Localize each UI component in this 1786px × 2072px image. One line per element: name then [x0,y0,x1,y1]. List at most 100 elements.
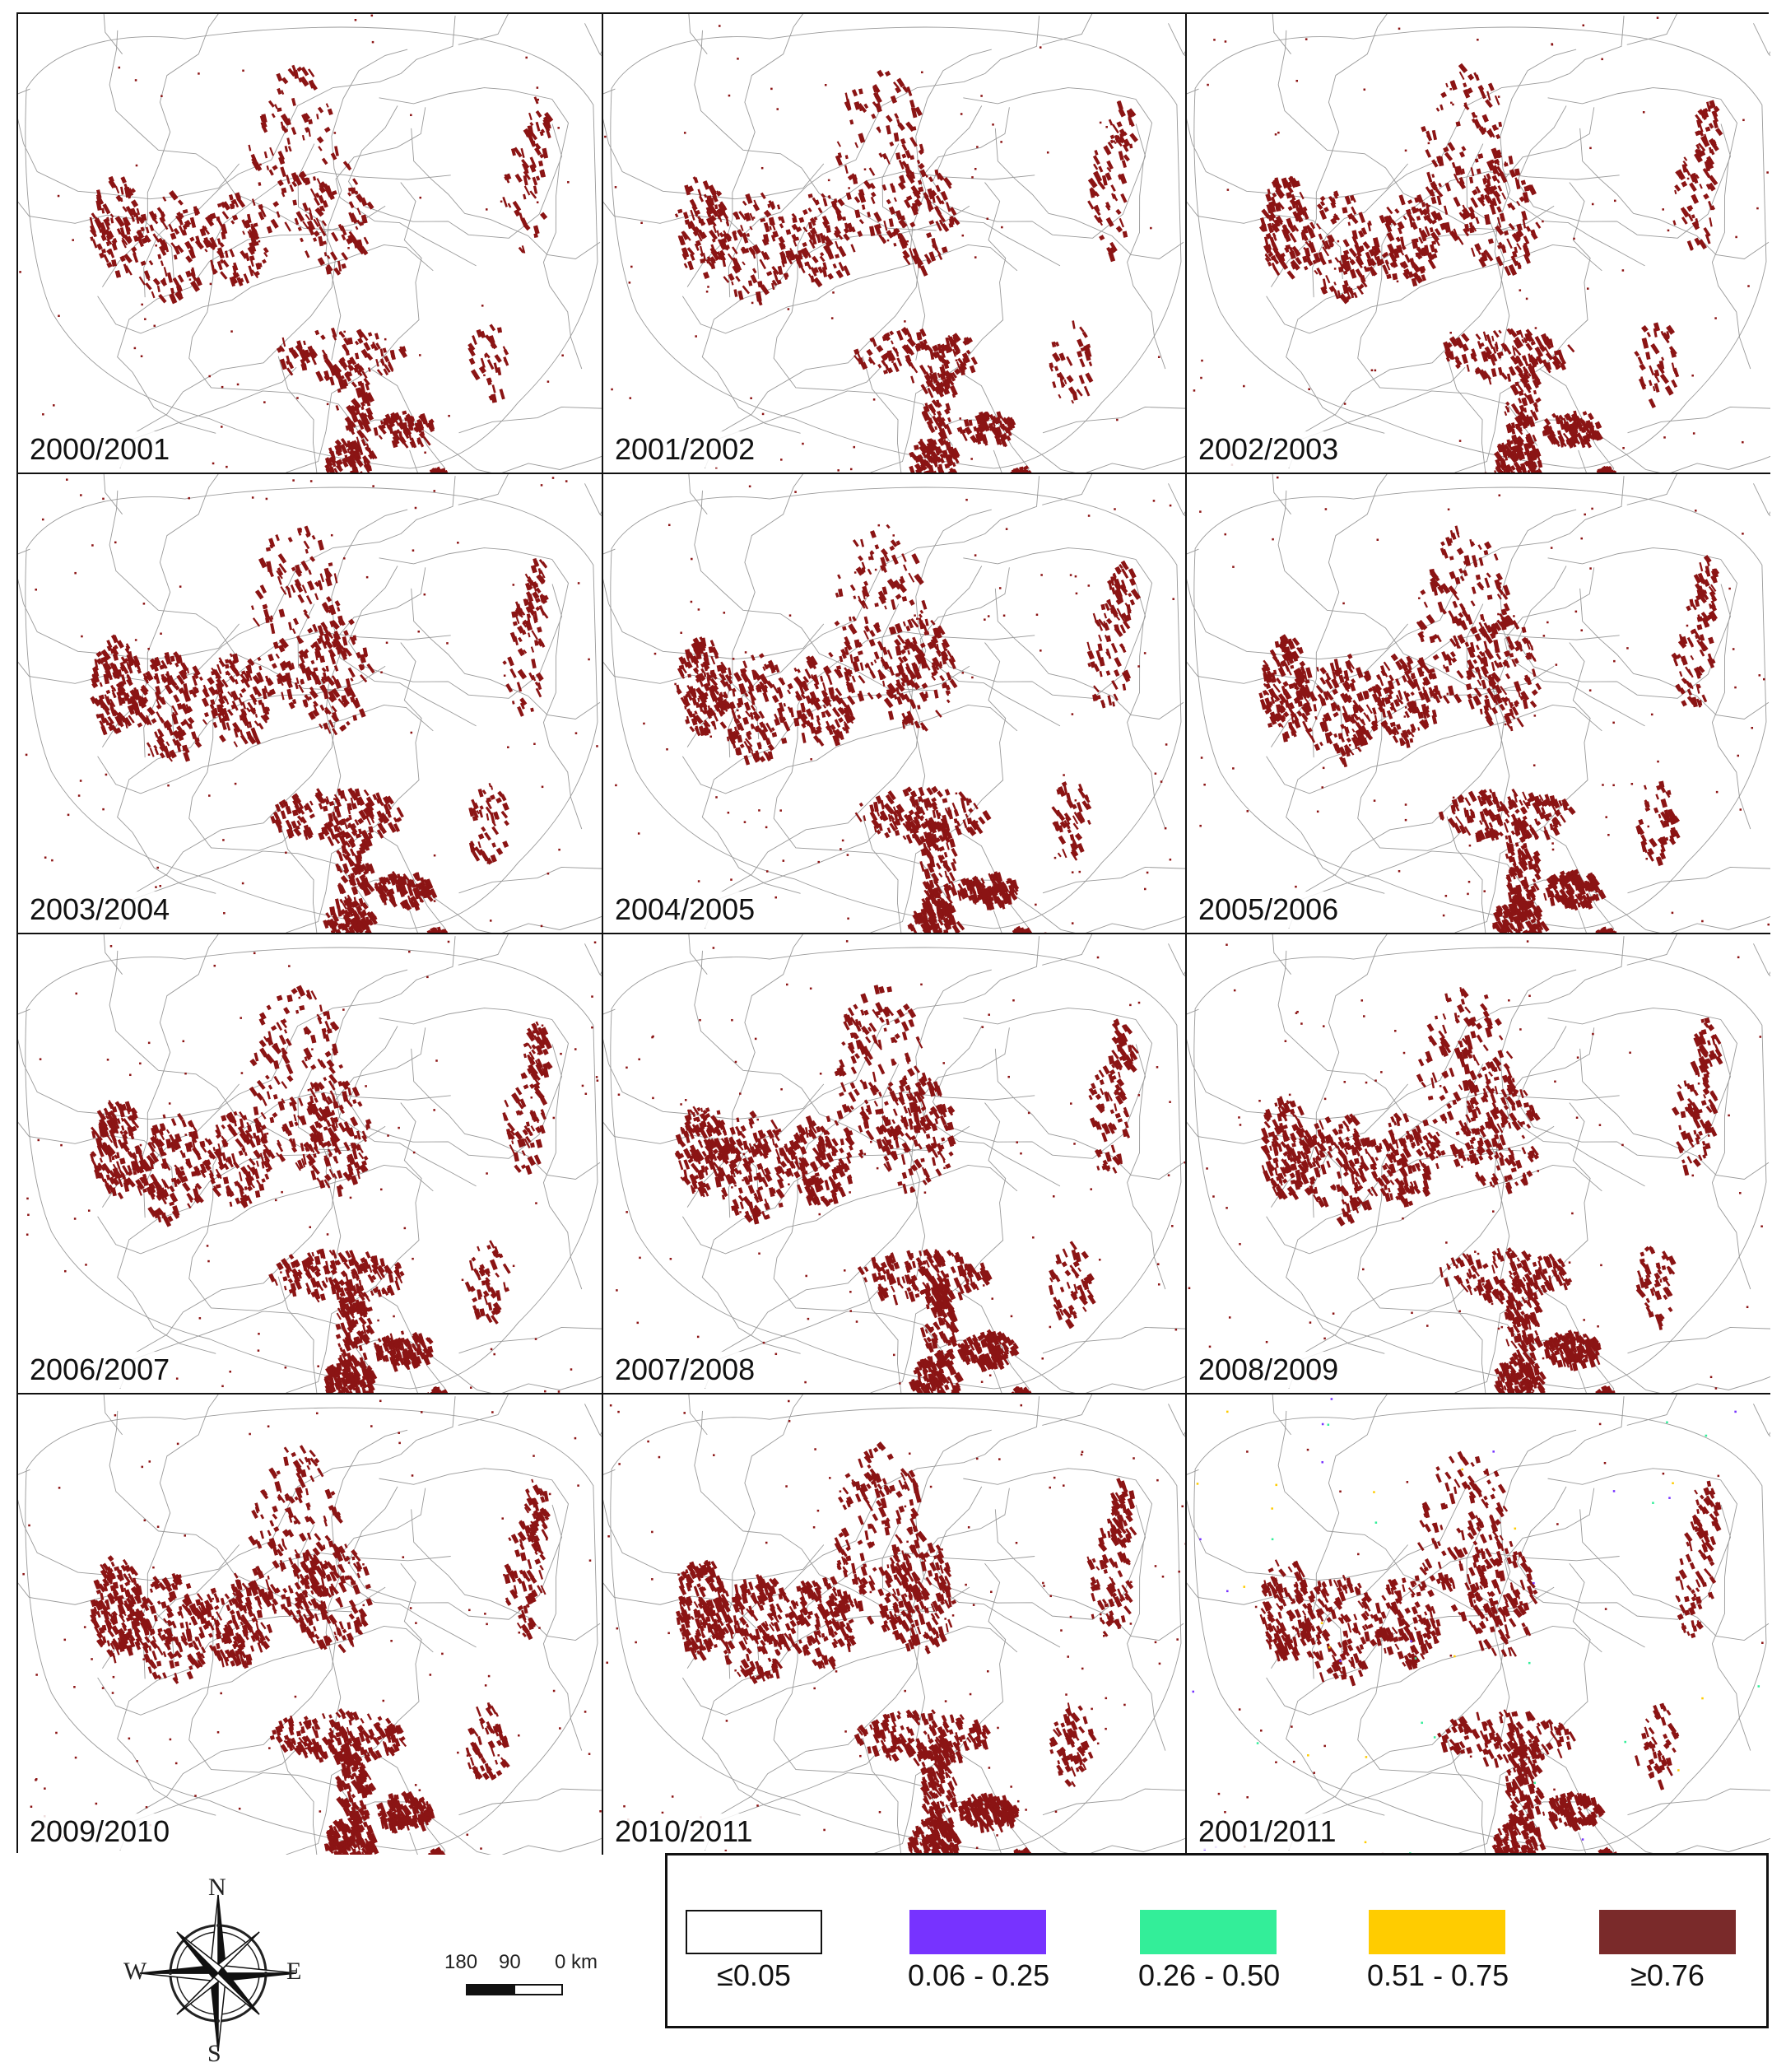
crop-patch [271,219,279,229]
crop-speck [446,642,449,645]
crop-patch [174,254,178,259]
crop-patch [199,677,203,681]
crop-patch [858,133,865,142]
crop-patch [893,243,896,247]
crop-speck [971,176,974,179]
crop-speck [956,360,958,362]
boundary-line [379,88,582,370]
crop-speck [921,72,923,74]
crop-patch [232,215,238,221]
crop-patch [1348,221,1351,226]
crop-patch [1518,398,1522,403]
crop-patch [491,785,493,789]
crop-patch [342,636,348,645]
crop-patch [225,664,229,669]
crop-patch [845,155,849,159]
crop-area-layer [615,486,1174,933]
crop-patch [346,721,351,726]
crop-speck [42,519,44,521]
crop-patch [366,202,374,210]
crop-patch [158,294,166,303]
crop-speck [974,168,977,170]
crop-patch [1535,336,1543,347]
crop-patch [274,104,277,109]
crop-patch [1444,206,1448,215]
crop-patch [337,607,340,612]
crop-patch [759,756,765,762]
crop-patch [242,701,246,710]
crop-patch [288,537,293,542]
crop-patch [1705,127,1711,132]
crop-patch [1509,156,1514,165]
crop-speck [1213,39,1216,41]
crop-speck [167,785,170,787]
crop-patch [335,600,341,607]
crop-patch [531,659,537,668]
crop-patch [276,654,280,659]
crop-patch [536,175,540,180]
crop-patch [1396,236,1401,242]
crop-speck [81,636,83,638]
crop-speck [1519,289,1522,291]
crop-patch [1486,91,1491,101]
crop-patch [170,288,174,295]
crop-patch [1515,179,1520,189]
crop-patch [481,826,486,832]
crop-patch [379,435,383,440]
crop-patch [728,668,732,676]
boundary-line [1142,14,1185,54]
crop-patch [687,673,691,677]
panel-year-label: 2000/2001 [26,431,173,468]
crop-patch [515,174,523,183]
crop-patch [536,122,541,132]
crop-patch [307,580,314,590]
crop-patch [334,146,339,156]
crop-patch [160,260,164,266]
crop-patch [229,194,234,200]
crop-patch [703,180,710,190]
crop-patch [518,669,527,680]
crop-patch [141,227,145,232]
boundary-line [1495,49,1576,361]
crop-patch [1660,374,1669,384]
crop-patch [323,723,328,730]
crop-patch [1647,332,1651,338]
boundary-line [603,542,615,691]
crop-patch [1709,217,1712,226]
crop-patch [1477,168,1481,174]
crop-speck [148,754,151,757]
crop-patch [293,618,299,626]
crop-speck [832,291,835,294]
crop-patch [1523,407,1527,412]
crop-patch [1471,167,1475,176]
crop-patch [100,235,106,241]
crop-speck [537,99,540,101]
crop-speck [434,854,436,857]
crop-patch [153,278,160,286]
crop-patch [1079,375,1085,384]
crop-speck [1691,375,1694,377]
crop-patch [740,743,745,748]
crop-patch [1430,227,1434,232]
crop-patch [1079,326,1085,332]
crop-patch [326,596,332,603]
crop-patch [480,331,486,338]
boundary-line [603,474,707,515]
crop-patch [909,466,915,473]
crop-speck [419,197,421,199]
crop-speck [1344,403,1346,405]
crop-patch [1111,193,1118,201]
crop-patch [720,721,727,729]
crop-patch [146,226,150,233]
crop-patch [494,354,501,363]
crop-patch [269,570,274,577]
crop-patch [1440,91,1447,98]
crop-speck [415,507,417,510]
crop-patch [1392,273,1398,280]
crop-patch [1475,217,1479,225]
crop-speck [58,315,60,318]
crop-patch [1531,341,1536,346]
crop-speck [887,240,890,242]
crop-patch [536,110,542,118]
crop-patch [1098,166,1103,173]
